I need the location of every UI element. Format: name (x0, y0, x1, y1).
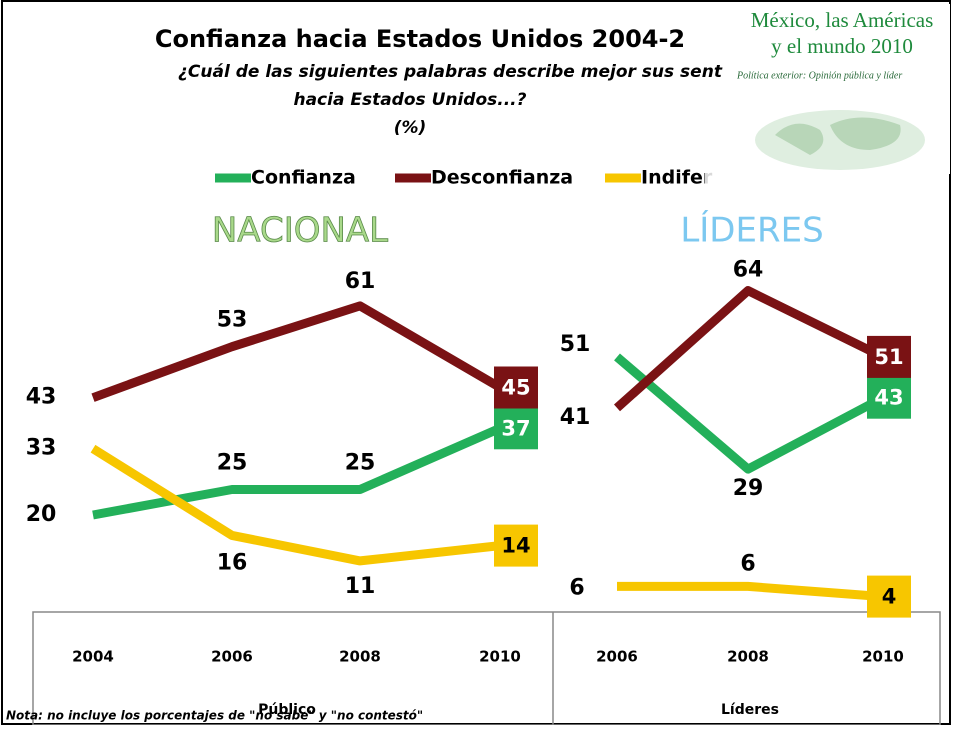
subtitle: hacia Estados Unidos...? (293, 90, 526, 110)
value-box (867, 376, 911, 419)
value-label: 51 (874, 345, 903, 369)
logo: México, las Américas y el mundo 2010 Pol… (735, 4, 950, 174)
value-label: 43 (26, 385, 57, 410)
value-box (494, 407, 538, 450)
value-box (867, 575, 911, 618)
legend-label: Confianza (251, 167, 356, 189)
value-label: 43 (874, 386, 903, 410)
series-line (613, 286, 885, 412)
logo-text: y el mundo 2010 (771, 34, 913, 58)
value-label: 14 (501, 534, 530, 558)
value-label: 45 (501, 376, 530, 400)
panel-title: LÍDERES (680, 210, 823, 251)
value-label: 20 (26, 502, 57, 527)
group-label: Público (258, 702, 316, 718)
logo-text: México, las Américas (751, 8, 934, 32)
series-line (92, 424, 502, 520)
logo-globe (755, 110, 925, 170)
x-tick-label: 2004 (72, 648, 114, 666)
x-tick-label: 2010 (862, 648, 904, 666)
value-label: 6 (569, 575, 584, 600)
x-tick-label: 2006 (211, 648, 253, 666)
subtitle: ¿Cuál de las siguientes palabras describ… (178, 62, 723, 82)
group-label: Líderes (721, 702, 779, 718)
subtitle: (%) (394, 118, 427, 138)
value-label: 61 (345, 269, 376, 294)
value-label: 16 (217, 550, 248, 575)
logo-map (775, 117, 901, 155)
series-line (617, 581, 884, 602)
value-label: 4 (882, 585, 897, 609)
note: Nota: no incluye los porcentajes de "no … (6, 709, 423, 723)
title: Confianza hacia Estados Unidos 2004-2 (155, 25, 685, 53)
value-label: 6 (740, 551, 755, 576)
x-tick-label: 2006 (596, 648, 638, 666)
legend-occluder (705, 165, 780, 191)
legend-label: Indifer (641, 167, 713, 189)
x-tick-label: 2008 (727, 648, 769, 666)
x-tick-label: 2010 (479, 648, 521, 666)
value-box (494, 524, 538, 567)
value-label: 25 (345, 451, 376, 476)
value-label: 37 (501, 416, 530, 440)
value-label: 11 (345, 574, 376, 599)
value-label: 51 (560, 332, 591, 357)
logo-text: Política exterior: Opinión pública y líd… (736, 70, 902, 81)
value-label: 29 (733, 476, 764, 501)
series-line (91, 301, 503, 402)
legend-label: Desconfianza (431, 167, 573, 189)
panel-title: NACIONAL (212, 211, 388, 251)
value-label: 53 (217, 308, 248, 333)
series-line (614, 353, 886, 474)
value-box (867, 335, 911, 378)
value-label: 64 (733, 258, 764, 283)
value-label: 41 (560, 405, 591, 430)
series-line (90, 444, 501, 566)
value-box (494, 366, 538, 409)
x-tick-label: 2008 (339, 648, 381, 666)
value-label: 25 (217, 451, 248, 476)
value-label: 33 (26, 436, 57, 461)
